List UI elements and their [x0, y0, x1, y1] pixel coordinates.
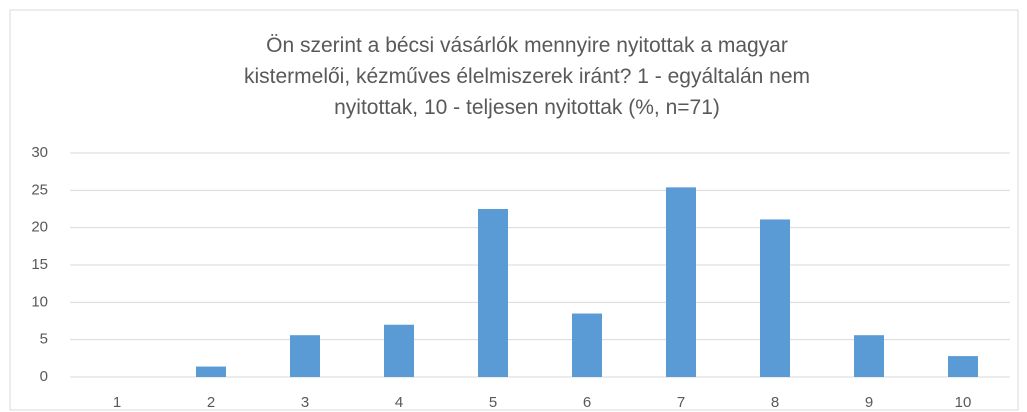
x-tick-label: 3: [301, 394, 309, 411]
bar: [572, 313, 602, 377]
bar: [948, 356, 978, 377]
bar: [196, 366, 226, 377]
y-tick-label: 10: [31, 293, 48, 310]
bar: [478, 209, 508, 377]
y-tick-label: 30: [31, 144, 48, 161]
x-tick-label: 6: [583, 394, 591, 411]
x-tick-label: 8: [771, 394, 779, 411]
x-tick-label: 9: [865, 394, 873, 411]
x-tick-label: 10: [955, 394, 972, 411]
x-tick-label: 2: [207, 394, 215, 411]
x-tick-label: 1: [113, 394, 121, 411]
y-tick-label: 20: [31, 219, 48, 236]
bar: [666, 187, 696, 377]
y-tick-label: 25: [31, 181, 48, 198]
chart-border: [9, 9, 1019, 411]
x-tick-label: 5: [489, 394, 497, 411]
bar: [384, 324, 414, 377]
bar: [854, 335, 884, 377]
bar: [290, 335, 320, 377]
bar: [760, 219, 790, 377]
x-tick-label: 4: [395, 394, 403, 411]
y-tick-label: 0: [40, 368, 48, 385]
x-tick-label: 7: [677, 394, 685, 411]
y-tick-label: 15: [31, 256, 48, 273]
chart-title: Ön szerint a bécsi vásárlók mennyire nyi…: [243, 34, 811, 119]
y-tick-label: 5: [40, 331, 48, 348]
